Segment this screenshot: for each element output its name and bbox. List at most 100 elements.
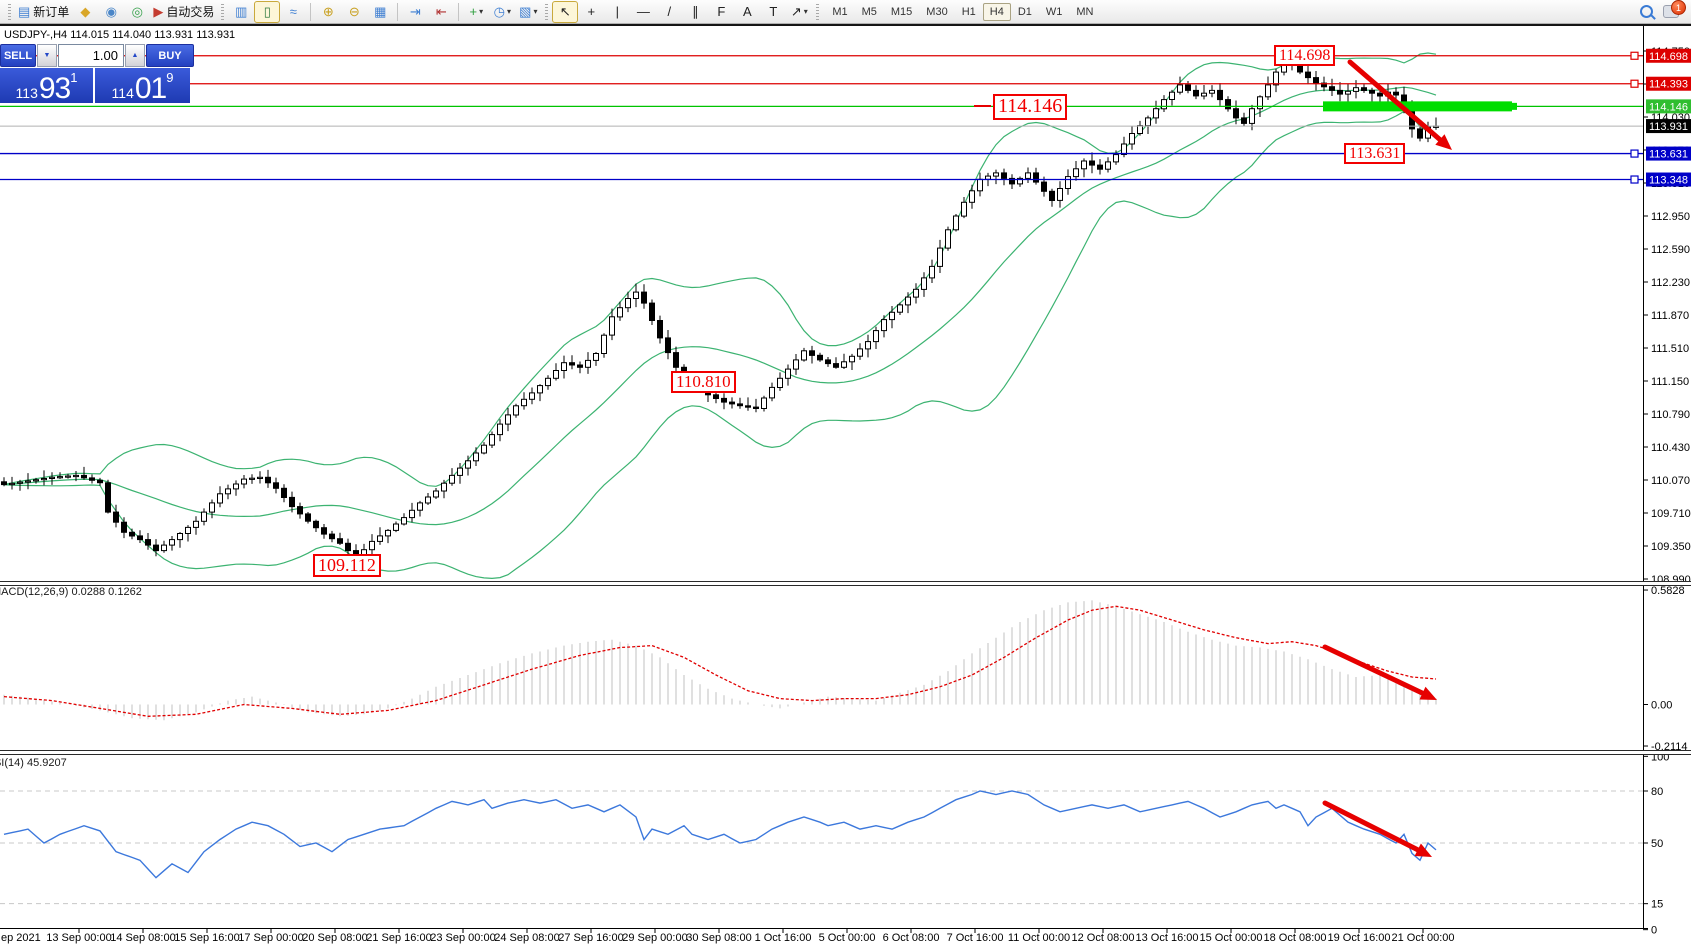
svg-text:0: 0 <box>1651 925 1657 937</box>
data-window-icon[interactable]: ◉ <box>98 1 124 23</box>
sell-button[interactable]: SELL <box>0 44 36 67</box>
periods-button[interactable]: ◷ ▾ <box>489 1 515 23</box>
indicators-button[interactable]: + ▾ <box>463 1 489 23</box>
chart-profile-icon-icon: ◆ <box>80 4 91 19</box>
lot-increase-button[interactable]: ▲ <box>125 44 145 67</box>
line-chart-button[interactable]: ≈ <box>280 1 306 23</box>
crosshair-button[interactable]: + <box>578 1 604 23</box>
time-axis-label: 15 Oct 00:00 <box>1200 932 1263 944</box>
text-label-button[interactable]: T <box>760 1 786 23</box>
zoom-in-button[interactable]: ⊕ <box>315 1 341 23</box>
horizontal-line-button[interactable]: — <box>630 1 656 23</box>
svg-text:15: 15 <box>1651 899 1663 911</box>
svg-text:113.931: 113.931 <box>1649 121 1688 133</box>
lot-decrease-button[interactable]: ▼ <box>37 44 57 67</box>
time-axis-label: 1 Oct 16:00 <box>755 932 812 944</box>
timeframe-w1-button[interactable]: W1 <box>1045 5 1063 18</box>
candlestick-chart-icon: ▯ <box>263 4 271 19</box>
dropdown-caret-icon[interactable]: ▾ <box>479 7 484 16</box>
new-order-button[interactable]: ▤ 新订单 <box>15 1 72 23</box>
price-axis[interactable] <box>1643 26 1691 928</box>
tile-windows-icon: ▦ <box>374 4 387 19</box>
support-zone-band[interactable] <box>1323 101 1512 112</box>
rsi-indicator <box>3 790 1437 879</box>
timeframe-h1-button[interactable]: H1 <box>961 5 976 18</box>
zoom-out-button[interactable]: ⊖ <box>341 1 367 23</box>
auto-trading-button[interactable]: ▶ 自动交易 <box>150 1 217 23</box>
trend-arrow[interactable] <box>1347 59 1447 146</box>
toolbar-grip <box>221 3 225 20</box>
candlestick-chart-button[interactable]: ▯ <box>254 0 281 23</box>
price-level-tag <box>1646 119 1691 134</box>
new-order-icon: ▤ <box>18 4 31 19</box>
trend-arrow-head <box>1419 686 1437 700</box>
chart-shift-icon: ⇤ <box>435 4 447 19</box>
macd-indicator-label: MACD(12,26,9) 0.0288 0.1262 <box>0 586 142 598</box>
svg-text:80: 80 <box>1651 786 1663 798</box>
toolbar-right-group: 1 <box>1640 0 1687 18</box>
crosshair-icon: + <box>587 4 596 19</box>
zoom-in-icon: ⊕ <box>322 4 334 19</box>
rsi-indicator-label: RSI(14) 45.9207 <box>0 757 67 769</box>
ask-price-prefix: 114 <box>111 85 134 101</box>
timeframe-m15-button[interactable]: M15 <box>890 5 913 18</box>
fibonacci-button[interactable]: F <box>708 1 734 23</box>
svg-text:114.393: 114.393 <box>1649 79 1688 91</box>
timeframe-h4-button[interactable]: H4 <box>982 2 1011 21</box>
rsi-pane-separator[interactable] <box>0 750 1691 755</box>
vertical-line-button[interactable]: | <box>604 1 630 23</box>
notifications-icon[interactable]: 1 <box>1663 0 1686 18</box>
auto-scroll-icon: ⇥ <box>409 4 421 19</box>
cursor-button[interactable]: ↖ <box>552 0 579 23</box>
ask-price-pip: 9 <box>166 70 174 85</box>
time-axis-label: 13 Sep 00:00 <box>46 932 111 944</box>
timeframe-m30-button[interactable]: M30 <box>926 5 948 18</box>
buy-price-display[interactable]: 114 01 9 <box>95 68 190 103</box>
trend-arrow[interactable] <box>1322 800 1426 855</box>
timeframe-mn-button[interactable]: MN <box>1076 5 1094 18</box>
svg-text:111.870: 111.870 <box>1651 310 1689 322</box>
timeframe-m1-button[interactable]: M1 <box>832 5 848 18</box>
price-annotation[interactable]: 114.146 <box>993 94 1068 120</box>
svg-text:112.950: 112.950 <box>1651 211 1690 223</box>
auto-scroll-button[interactable]: ⇥ <box>402 1 428 23</box>
time-axis-label: 23 Sep 00:00 <box>430 932 495 944</box>
text-label-icon: T <box>769 4 778 19</box>
trendline-button[interactable]: / <box>656 1 682 23</box>
svg-text:113.348: 113.348 <box>1649 175 1688 187</box>
price-annotation[interactable]: 114.698 <box>1274 45 1336 67</box>
time-axis-label: 21 Oct 00:00 <box>1392 932 1455 944</box>
sell-price-display[interactable]: 113 93 1 <box>0 68 95 103</box>
chart-profile-icon[interactable]: ◆ <box>72 1 98 23</box>
price-level-tag <box>1646 76 1691 91</box>
price-annotation[interactable]: 113.631 <box>1344 143 1406 165</box>
market-signal-icon[interactable]: ◎ <box>124 1 150 23</box>
equidistant-channel-button[interactable]: ∥ <box>682 1 708 23</box>
dropdown-caret-icon[interactable]: ▾ <box>533 7 538 16</box>
chart-shift-button[interactable]: ⇤ <box>428 1 454 23</box>
price-annotation[interactable]: 110.810 <box>671 371 736 394</box>
horizontal-line-icon: — <box>636 4 650 19</box>
tile-windows-button[interactable]: ▦ <box>367 1 393 23</box>
timeframe-m5-button[interactable]: M5 <box>861 5 877 18</box>
trend-arrow[interactable] <box>1322 644 1431 699</box>
timeframe-d1-button[interactable]: D1 <box>1017 5 1032 18</box>
lot-size-input[interactable] <box>58 44 124 67</box>
search-icon[interactable] <box>1640 5 1653 18</box>
templates-icon: ▧ <box>519 4 532 19</box>
dropdown-caret-icon[interactable]: ▾ <box>803 7 808 16</box>
buy-button[interactable]: BUY <box>146 44 194 67</box>
templates-button[interactable]: ▧ ▾ <box>515 1 541 23</box>
arrows-button[interactable]: ↗ ▾ <box>786 1 812 23</box>
text-button[interactable]: A <box>734 1 760 23</box>
bid-price-prefix: 113 <box>15 85 38 101</box>
bar-chart-button[interactable]: ▥ <box>228 1 254 23</box>
time-axis[interactable] <box>0 929 1691 946</box>
macd-pane-separator[interactable] <box>0 581 1691 586</box>
trend-arrow-head <box>1435 134 1452 150</box>
price-annotation[interactable]: 109.112 <box>313 554 381 578</box>
indicators-icon: + <box>469 4 478 19</box>
dropdown-caret-icon[interactable]: ▾ <box>506 7 511 16</box>
